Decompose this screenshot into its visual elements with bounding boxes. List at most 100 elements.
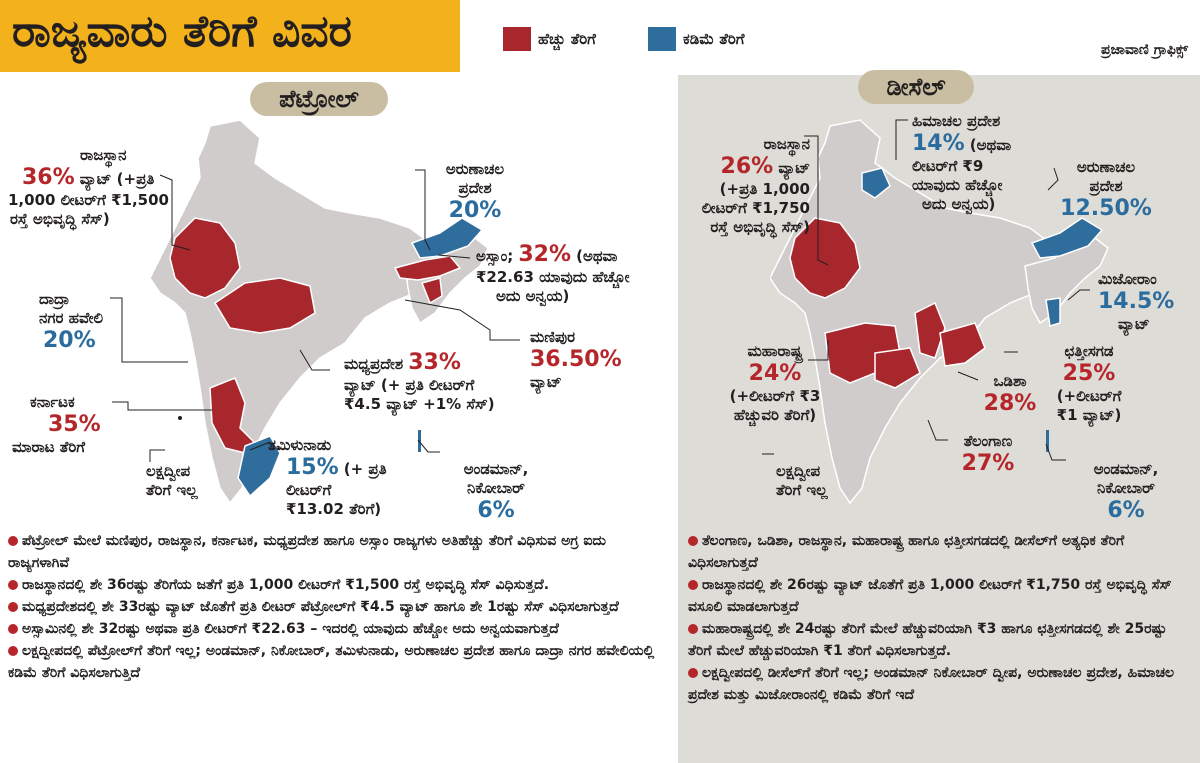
petrol-lakshadweep-dot — [178, 416, 182, 420]
diesel-telangana-pct: 27% — [961, 451, 1015, 476]
petrol-rajasthan-pct: 36% — [22, 165, 75, 190]
petrol-mp-pct: 33% — [408, 350, 461, 375]
petrol-arunachal-l2: ಪ್ರದೇಶ — [458, 179, 492, 197]
diesel-bullet-1-text: ತೆಲಂಗಾಣ, ಒಡಿಶಾ, ರಾಜಸ್ಥಾನ, ಮಹಾರಾಷ್ಟ್ರ ಹಾಗ… — [688, 533, 1125, 571]
diesel-chhattisgarh-pct: 25% — [1062, 361, 1116, 386]
diesel-panel — [678, 75, 1200, 763]
diesel-chhattisgarh-l1: (+ಲೀಟರ್‌ಗೆ — [1056, 387, 1122, 405]
petrol-rajasthan-name: ರಾಜಸ್ಥಾನ — [80, 146, 127, 164]
diesel-chhattisgarh-name: ಛತ್ತೀಸಗಡ — [1064, 342, 1114, 360]
petrol-dadra-pct: 20% — [43, 328, 96, 353]
diesel-chhattisgarh-l2: ₹1 ವ್ಯಾಟ್) — [1056, 406, 1122, 424]
diesel-telangana-name: ತೆಲಂಗಾಣ — [963, 432, 1013, 450]
petrol-tamilnadu-l1: (+ ಪ್ರತಿ — [343, 460, 387, 478]
legend-low-label: ಕಡಿಮೆ ತೆರಿಗೆ — [683, 30, 745, 48]
petrol-bullet-3: ಮಧ್ಯಪ್ರದೇಶದಲ್ಲಿ ಶೇ 33ರಷ್ಟು ವ್ಯಾಟ್ ಜೊತೆಗೆ… — [8, 596, 670, 618]
diesel-himachal-label: ಹಿಮಾಚಲ ಪ್ರದೇಶ 14% (ಅಥವಾ ಲೀಟರ್‌ಗೆ ₹9 ಯಾವು… — [912, 112, 1011, 214]
petrol-assam-label: ಅಸ್ಸಾಂ; 32% (ಅಥವಾ ₹22.63 ಯಾವುದು ಹೆಚ್ಚೋ ಅ… — [476, 242, 630, 306]
diesel-mizoram-shape — [1045, 297, 1061, 327]
petrol-bullet-3-text: ಮಧ್ಯಪ್ರದೇಶದಲ್ಲಿ ಶೇ 33ರಷ್ಟು ವ್ಯಾಟ್ ಜೊತೆಗೆ… — [22, 599, 619, 615]
bullet-dot-icon — [8, 602, 18, 612]
diesel-maharashtra-name: ಮಹಾರಾಷ್ಟ್ರ — [747, 342, 803, 360]
diesel-bullet-2-text: ರಾಜಸ್ಥಾನದಲ್ಲಿ ಶೇ 26ರಷ್ಟು ವ್ಯಾಟ್ ಜೊತೆಗೆ ಪ… — [688, 577, 1172, 615]
petrol-dadra-l1: ದಾದ್ರಾ — [39, 290, 70, 308]
petrol-andaman-l1: ಅಂಡಮಾನ್, — [463, 460, 529, 478]
diesel-himachal-l4: ಅದು ಅನ್ವಯ) — [922, 195, 996, 213]
petrol-manipur-pct: 36.50% — [530, 347, 622, 372]
graphic-credit: ಪ್ರಜಾವಾಣಿ ಗ್ರಾಫಿಕ್ಸ್ — [1101, 42, 1188, 58]
bullet-dot-icon — [8, 624, 18, 634]
petrol-rajasthan-l1: ವ್ಯಾಟ್ (+ಪ್ರತಿ — [79, 170, 155, 188]
diesel-bullet-3: ಮಹಾರಾಷ್ಟ್ರದಲ್ಲಿ ಶೇ 24ರಷ್ಟು ತೆರಿಗೆ ಮೇಲೆ ಹ… — [688, 618, 1194, 662]
petrol-bullet-5-text: ಲಕ್ಷದ್ವೀಪದಲ್ಲಿ ಪೆಟ್ರೋಲ್‌ಗೆ ತೆರಿಗೆ ಇಲ್ಲ; … — [8, 643, 655, 681]
diesel-odisha-pct: 28% — [983, 391, 1037, 416]
petrol-mp-l1: ವ್ಯಾಟ್ (+ ಪ್ರತಿ ಲೀಟರ್‌ಗೆ — [344, 376, 475, 394]
petrol-lakshadweep-label: ಲಕ್ಷದ್ವೀಪ ತೆರಿಗೆ ಇಲ್ಲ — [146, 462, 198, 500]
petrol-mp-l2: ₹4.5 ವ್ಯಾಟ್ +1% ಸೆಸ್) — [344, 395, 495, 413]
diesel-odisha-label: ಒಡಿಶಾ 28% — [978, 372, 1042, 417]
diesel-andaman-label: ಅಂಡಮಾನ್, ನಿಕೋಬಾರ್ 6% — [1066, 460, 1186, 524]
petrol-dadra-label: ದಾದ್ರಾ ನಗರ ಹವೇಲಿ 20% — [25, 290, 103, 354]
diesel-arunachal-shape — [1030, 217, 1104, 259]
petrol-bullet-1: ಪೆಟ್ರೋಲ್ ಮೇಲೆ ಮಣಿಪುರ, ರಾಜಸ್ಥಾನ, ಕರ್ನಾಟಕ,… — [8, 530, 670, 574]
petrol-karnataka-l1: ಮಾರಾಟ ತೆರಿಗೆ — [12, 438, 85, 456]
petrol-manipur-name: ಮಣಿಪುರ — [530, 328, 576, 346]
petrol-tamilnadu-l3: ₹13.02 ತೆರಿಗೆ) — [286, 500, 382, 518]
petrol-andaman-islands — [418, 430, 421, 452]
diesel-rajasthan-label: ರಾಜಸ್ಥಾನ 26% ವ್ಯಾಟ್ (+ಪ್ರತಿ 1,000 ಲೀಟರ್‌… — [700, 135, 810, 237]
petrol-manipur-shape — [420, 277, 443, 305]
petrol-dadra-l2: ನಗರ ಹವೇಲಿ — [39, 309, 104, 327]
petrol-mp-name: ಮಧ್ಯಪ್ರದೇಶ — [344, 355, 404, 373]
petrol-assam-name: ಅಸ್ಸಾಂ; — [476, 247, 514, 265]
diesel-himachal-l1: (ಅಥವಾ — [969, 136, 1012, 154]
petrol-karnataka-label: ಕರ್ನಾಟಕ 35% ಮಾರಾಟ ತೆರಿಗೆ — [12, 393, 101, 457]
bullet-dot-icon — [688, 624, 698, 634]
petrol-tamilnadu-l2: ಲೀಟರ್‌ಗೆ — [286, 481, 332, 499]
diesel-leaders — [762, 119, 1090, 461]
bullet-dot-icon — [8, 536, 18, 546]
diesel-india-map — [770, 119, 1109, 505]
legend-low-swatch — [648, 27, 676, 51]
petrol-bullet-5: ಲಕ್ಷದ್ವೀಪದಲ್ಲಿ ಪೆಟ್ರೋಲ್‌ಗೆ ತೆರಿಗೆ ಇಲ್ಲ; … — [8, 640, 670, 684]
bullet-dot-icon — [688, 580, 698, 590]
diesel-mizoram-label: ಮಿಜೋರಾಂ 14.5% ವ್ಯಾಟ್ — [1098, 270, 1174, 334]
petrol-arunachal-pct: 20% — [448, 198, 502, 223]
diesel-arunachal-l1: ಅರುಣಾಚಲ — [1076, 158, 1136, 176]
diesel-arunachal-l2: ಪ್ರದೇಶ — [1089, 177, 1123, 195]
diesel-chhattisgarh-shape — [914, 301, 946, 359]
petrol-arunachal-label: ಅರುಣಾಚಲ ಪ್ರದೇಶ 20% — [430, 160, 520, 224]
petrol-leaders — [110, 169, 520, 462]
diesel-tag: ಡೀಸೆಲ್ — [858, 70, 974, 104]
diesel-andaman-pct: 6% — [1107, 498, 1145, 523]
diesel-rajasthan-l3: ಲೀಟರ್‌ಗೆ ₹1,750 — [701, 199, 810, 217]
diesel-rajasthan-pct: 26% — [720, 154, 774, 179]
diesel-mizoram-l1: ವ್ಯಾಟ್ — [1118, 315, 1150, 333]
bullet-dot-icon — [688, 668, 698, 678]
diesel-himachal-name: ಹಿಮಾಚಲ ಪ್ರದೇಶ — [912, 112, 1001, 130]
petrol-bullet-2-text: ರಾಜಸ್ಥಾನದಲ್ಲಿ ಶೇ 36ರಷ್ಟು ತೆರಿಗೆಯ ಜತೆಗೆ ಪ… — [22, 577, 550, 593]
diesel-lakshadweep-l2: ತೆರಿಗೆ ಇಲ್ಲ — [776, 481, 828, 499]
petrol-tamilnadu-line1: 15% (+ ಪ್ರತಿ — [268, 455, 387, 481]
petrol-karnataka-pct: 35% — [48, 412, 101, 437]
petrol-assam-pct: 32% — [518, 242, 571, 267]
diesel-himachal-l2: ಲೀಟರ್‌ಗೆ ₹9 — [912, 157, 984, 175]
diesel-arunachal-label: ಅರುಣಾಚಲ ಪ್ರದೇಶ 12.50% — [1056, 158, 1156, 222]
bullet-dot-icon — [8, 646, 18, 656]
petrol-tamilnadu-pct: 15% — [286, 455, 339, 480]
diesel-rajasthan-shape — [789, 217, 861, 299]
bullet-dot-icon — [688, 536, 698, 546]
petrol-bullet-2: ರಾಜಸ್ಥಾನದಲ್ಲಿ ಶೇ 36ರಷ್ಟು ತೆರಿಗೆಯ ಜತೆಗೆ ಪ… — [8, 574, 670, 596]
petrol-lakshadweep-l2: ತೆರಿಗೆ ಇಲ್ಲ — [146, 481, 198, 499]
diesel-maharashtra-l1: (+ಲೀಟರ್‌ಗೆ ₹3 — [729, 387, 821, 405]
diesel-bullet-3-text: ಮಹಾರಾಷ್ಟ್ರದಲ್ಲಿ ಶೇ 24ರಷ್ಟು ತೆರಿಗೆ ಮೇಲೆ ಹ… — [688, 621, 1167, 659]
diesel-himachal-l3: ಯಾವುದು ಹೆಚ್ಚೋ — [912, 176, 1003, 194]
petrol-assam-l1: (ಅಥವಾ — [576, 247, 618, 265]
petrol-rajasthan-line1: 36% ವ್ಯಾಟ್ (+ಪ್ರತಿ — [22, 165, 169, 191]
page-title: ರಾಜ್ಯವಾರು ತೆರಿಗೆ ವಿವರ — [12, 6, 352, 57]
diesel-mizoram-name: ಮಿಜೋರಾಂ — [1098, 270, 1157, 288]
petrol-tamilnadu-label: ತಮಿಳುನಾಡು 15% (+ ಪ್ರತಿ ಲೀಟರ್‌ಗೆ ₹13.02 ತ… — [268, 436, 387, 519]
petrol-bullet-1-text: ಪೆಟ್ರೋಲ್ ಮೇಲೆ ಮಣಿಪುರ, ರಾಜಸ್ಥಾನ, ಕರ್ನಾಟಕ,… — [8, 533, 606, 571]
petrol-assam-l3: ಅದು ಅನ್ವಯ) — [496, 287, 570, 305]
diesel-arunachal-pct: 12.50% — [1060, 196, 1152, 221]
diesel-andaman-l1: ಅಂಡಮಾನ್, — [1093, 460, 1159, 478]
